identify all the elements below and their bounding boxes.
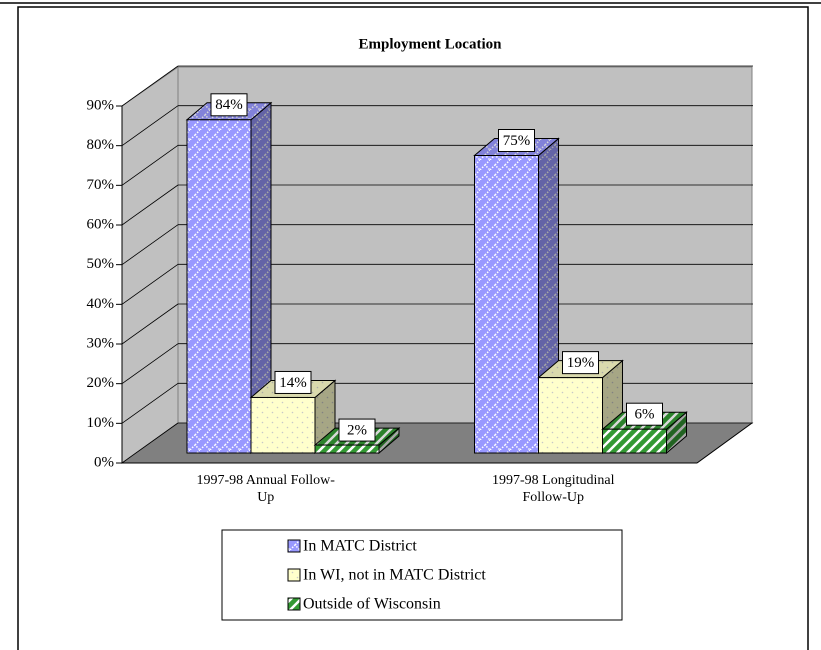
legend-label: In MATC District xyxy=(303,538,417,555)
grid-line xyxy=(121,422,179,464)
bar xyxy=(538,377,603,454)
grid-line xyxy=(121,184,179,226)
data-label-box xyxy=(338,418,376,442)
y-tick-label: 20% xyxy=(87,375,115,391)
data-label: 6% xyxy=(635,407,655,423)
bar xyxy=(474,155,539,454)
grid-line xyxy=(121,105,179,146)
y-tick-label: 50% xyxy=(87,256,115,272)
y-tick-label: 10% xyxy=(87,415,115,431)
data-label-box xyxy=(274,370,312,394)
grid-line xyxy=(121,383,179,424)
legend-swatch xyxy=(287,568,301,582)
frame xyxy=(17,6,809,650)
x-tick-label: 1997-98 Longitudinal Follow-Up xyxy=(492,473,615,505)
grid-line xyxy=(121,264,179,305)
y-tick-label: 40% xyxy=(87,296,115,312)
data-label: 75% xyxy=(503,133,531,149)
y-tick-label: 60% xyxy=(87,216,115,232)
y-tick-label: 0% xyxy=(94,454,114,470)
data-label-box xyxy=(498,129,535,152)
legend-label: In WI, not in MATC District xyxy=(303,567,486,584)
legend-swatch xyxy=(287,539,301,553)
data-label-box xyxy=(562,351,599,375)
data-label-box xyxy=(210,93,248,117)
y-tick-label: 90% xyxy=(87,97,115,113)
data-label: 84% xyxy=(215,97,243,113)
bar-side-shade xyxy=(251,102,271,454)
y-tick-label: 30% xyxy=(87,335,115,351)
bar xyxy=(250,396,316,454)
data-label-box xyxy=(626,402,663,426)
grid-line xyxy=(121,343,179,384)
chart-title: Employment Location xyxy=(359,36,503,52)
grid-line xyxy=(121,145,179,186)
bar-side-shade xyxy=(666,412,687,453)
grid-line xyxy=(121,224,179,265)
legend-label: Outside of Wisconsin xyxy=(303,596,441,613)
y-tick-label: 70% xyxy=(87,177,115,193)
legend-swatch xyxy=(287,597,301,611)
y-tick-label: 80% xyxy=(87,137,115,153)
grid-line xyxy=(121,303,179,345)
bar-side-shade xyxy=(379,428,399,453)
data-label: 14% xyxy=(279,375,307,391)
data-label: 19% xyxy=(567,355,595,371)
bar xyxy=(186,119,252,454)
bar xyxy=(314,444,380,454)
bar xyxy=(602,428,667,454)
grid-line xyxy=(121,65,179,107)
x-tick-label: 1997-98 Annual Follow-Up xyxy=(196,473,335,505)
data-label: 2% xyxy=(347,423,367,439)
x-axis-depth xyxy=(696,422,753,464)
